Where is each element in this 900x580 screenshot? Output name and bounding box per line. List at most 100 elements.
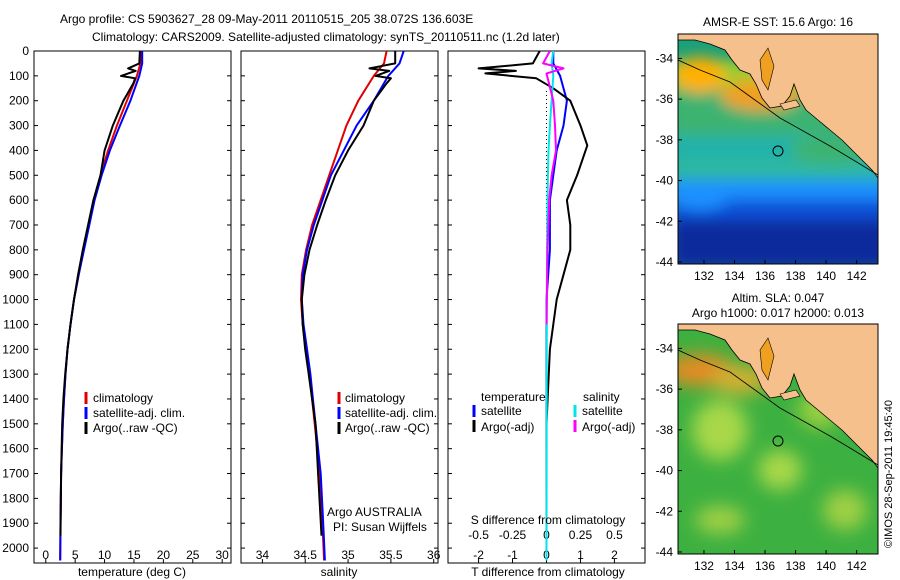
depth-tick-label: 900	[9, 268, 29, 282]
depth-tick-label: 700	[9, 218, 29, 232]
series-line-argo	[300, 51, 397, 536]
x-axes: 0510152025303434.53535.536-2-1012-0.5-0.…	[42, 91, 623, 563]
depth-tick-label: 1800	[2, 491, 29, 505]
depth-tick-label: 1000	[2, 293, 29, 307]
legend-title-salinity: salinity	[583, 390, 620, 404]
depth-tick-label: 800	[9, 243, 29, 257]
x-tick-label: -1	[507, 548, 518, 562]
depth-tick-label: 1700	[2, 467, 29, 481]
lat-tick-label: -42	[656, 214, 674, 228]
sst-map-title: AMSR-E SST: 15.6 Argo: 16	[703, 15, 853, 29]
depth-tick-label: 1600	[2, 442, 29, 456]
salinity-xlabel: salinity	[321, 565, 358, 579]
depth-tick-label: 600	[9, 193, 29, 207]
header-line2: Climatology: CARS2009. Satellite-adjuste…	[92, 30, 560, 44]
depth-tick-label: 0	[22, 44, 29, 58]
difference-xlabel: T difference from climatology	[471, 565, 625, 579]
depth-tick-label: 1300	[2, 367, 29, 381]
lon-tick-label: 140	[816, 559, 836, 573]
depth-tick-label: 1100	[3, 317, 29, 331]
lat-tick-label: -40	[656, 464, 674, 478]
x-tick-label: 25	[186, 548, 200, 562]
argo-location-marker	[772, 145, 784, 157]
depth-tick-label: 200	[9, 94, 29, 108]
lon-tick-label: 136	[755, 559, 775, 573]
x-tick-label: 10	[98, 548, 112, 562]
lon-tick-label: 138	[786, 559, 806, 573]
salinity-legend: climatology satellite-adj. clim. Argo(..…	[337, 391, 437, 435]
spencer-gulf	[759, 47, 775, 91]
lat-tick-label: -42	[656, 504, 674, 518]
lon-tick-label: 132	[694, 559, 714, 573]
lat-tick-label: -44	[656, 255, 674, 269]
x-tick-label: 0	[42, 548, 49, 562]
curves-salinity	[300, 51, 405, 561]
x-tick-label: 15	[127, 548, 141, 562]
s-tick-label: -0.5	[468, 528, 489, 542]
salinity-note-institution: Argo AUSTRALIA	[327, 505, 422, 519]
header-line1: Argo profile: CS 5903627_28 09-May-2011 …	[60, 12, 473, 26]
sla-map-title1: Altim. SLA: 0.047	[732, 291, 825, 305]
depth-tick-label: 1400	[2, 392, 29, 406]
temperature-panel-frame	[33, 50, 232, 564]
lon-tick-label: 132	[694, 269, 714, 283]
series-line-climatology	[300, 51, 388, 561]
sla-map-title2: Argo h1000: 0.017 h2000: 0.013	[692, 306, 864, 320]
depth-tick-label: 300	[9, 119, 29, 133]
isobath-line	[678, 349, 878, 466]
lat-tick-label: -36	[656, 92, 674, 106]
lat-tick-label: -36	[656, 382, 674, 396]
curves-temperature	[59, 51, 144, 561]
depth-tick-label: 100	[9, 69, 29, 83]
lon-tick-label: 142	[847, 559, 867, 573]
salinity-note-pi: PI: Susan Wijffels	[333, 520, 427, 534]
series-line-argo	[59, 51, 141, 536]
x-tick-label: 2	[611, 548, 618, 562]
legend-label-sal-satellite: satellite	[582, 404, 623, 418]
x-tick-label: 36	[427, 548, 441, 562]
x-tick-label: 20	[157, 548, 171, 562]
isobath-line	[678, 59, 878, 176]
x-tick-label: 5	[72, 548, 79, 562]
legend-label-sal-argo: Argo(-adj)	[582, 420, 635, 434]
series-line-satellite-adj-clim-	[300, 51, 405, 561]
lon-tick-label: 134	[724, 559, 744, 573]
depth-tick-label: 2000	[2, 541, 29, 555]
depth-tick-label: 400	[9, 143, 29, 157]
difference-legend: temperature salinity satellite Argo(-adj…	[472, 390, 635, 434]
s-tick-label: 0.5	[606, 528, 623, 542]
depth-axis: 0 100 200 300 400 500 600 700 800 900 1000 1100 1200…	[2, 44, 645, 555]
depth-tick-label: 1500	[2, 417, 29, 431]
imos-credit: ©IMOS 28-Sep-2011 19:45:40	[883, 400, 895, 548]
lon-tick-label: 138	[786, 269, 806, 283]
depth-tick-label: 1200	[2, 342, 29, 356]
lon-tick-label: 136	[755, 269, 775, 283]
temperature-xlabel: temperature (deg C)	[78, 565, 186, 579]
sst-map	[677, 33, 879, 265]
s-tick-label: 0.25	[569, 528, 593, 542]
difference-top-label: S difference from climatology	[471, 513, 626, 527]
kangaroo-island	[779, 99, 801, 111]
curves-difference	[477, 51, 589, 561]
argo-location-marker	[772, 435, 784, 447]
lat-tick-label: -34	[656, 51, 674, 65]
legend-label-satellite: satellite-adj. clim.	[345, 406, 437, 420]
sla-map	[677, 323, 879, 555]
spencer-gulf	[759, 337, 775, 381]
legend-label-climatology: climatology	[345, 391, 405, 405]
legend-label-temp-satellite: satellite	[481, 404, 522, 418]
kangaroo-island	[779, 389, 801, 401]
x-tick-label: 1	[577, 548, 584, 562]
x-tick-label: 34	[256, 548, 270, 562]
lat-tick-label: -38	[656, 133, 674, 147]
x-tick-label: -2	[473, 548, 484, 562]
lon-tick-label: 140	[816, 269, 836, 283]
series-line-salinity-argo-adj-	[542, 51, 565, 325]
australia-land	[678, 324, 878, 469]
series-line-temperature-argo-adj-	[477, 51, 589, 561]
map-axes: -34 -36 -38 -40 -42 -44 132 134 136 138 140 142 -34 -…	[656, 51, 867, 573]
x-tick-label: 35.5	[379, 548, 403, 562]
x-tick-label: 34.5	[294, 548, 318, 562]
s-tick-label: -0.25	[499, 528, 527, 542]
profile-curves	[59, 51, 589, 561]
